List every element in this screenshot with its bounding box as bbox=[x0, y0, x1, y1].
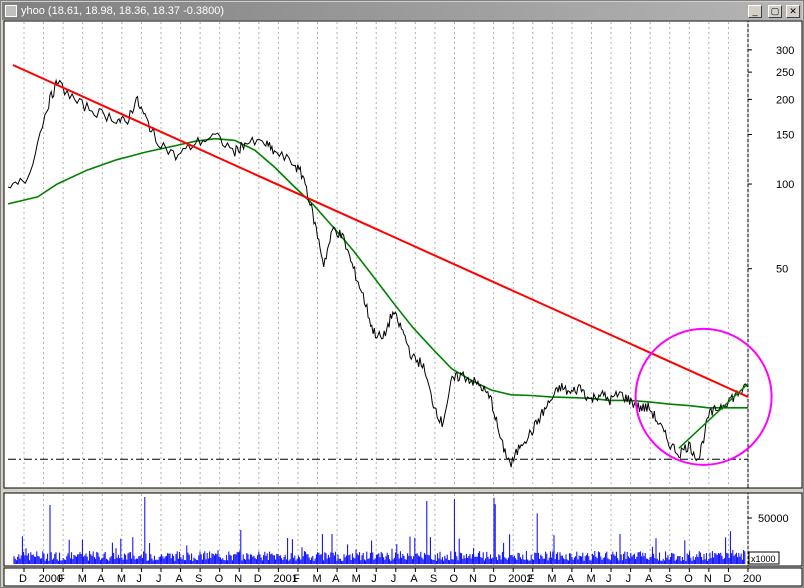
x-tick-label: A bbox=[97, 573, 105, 585]
x-tick-label: 2002 bbox=[508, 573, 532, 585]
x-tick-label: M bbox=[547, 573, 556, 585]
x-tick-label: N bbox=[234, 573, 242, 585]
x-tick-label: N bbox=[704, 573, 712, 585]
x-tick-label: S bbox=[665, 573, 672, 585]
x-tick-label: A bbox=[645, 573, 653, 585]
x-tick-label: D bbox=[254, 573, 262, 585]
x-tick-label: M bbox=[78, 573, 87, 585]
downtrend-line bbox=[12, 64, 749, 398]
y-tick-label: 300 bbox=[776, 45, 794, 57]
x-tick-label: D bbox=[723, 573, 731, 585]
x-tick-label: M bbox=[313, 573, 322, 585]
x-tick-label: O bbox=[215, 573, 224, 585]
y-tick-label: 250 bbox=[776, 67, 794, 79]
x-tick-label: F bbox=[293, 573, 300, 585]
y-tick-label: 50 bbox=[776, 264, 788, 276]
x-tick-label: N bbox=[469, 573, 477, 585]
x-tick-label: J bbox=[626, 573, 632, 585]
x-tick-label: F bbox=[58, 573, 65, 585]
x-tick-label: M bbox=[117, 573, 126, 585]
window-title: yhoo (18.61, 18.98, 18.36, 18.37 -0.3800… bbox=[21, 5, 225, 17]
x-tick-label: J bbox=[391, 573, 397, 585]
x-tick-label: F bbox=[528, 573, 535, 585]
multiplier-label: x1000 bbox=[751, 554, 776, 564]
x-tick-label: O bbox=[684, 573, 693, 585]
x-tick-label: J bbox=[136, 573, 142, 585]
x-tick-label: S bbox=[430, 573, 437, 585]
x-tick-label: A bbox=[332, 573, 340, 585]
x-tick-label: J bbox=[371, 573, 377, 585]
x-tick-label: 200 bbox=[743, 573, 761, 585]
x-tick-label: D bbox=[19, 573, 27, 585]
x-tick-label: D bbox=[489, 573, 497, 585]
x-tick-label: M bbox=[586, 573, 595, 585]
x-tick-label: A bbox=[410, 573, 418, 585]
y-tick-label: 100 bbox=[776, 179, 794, 191]
x-tick-label: J bbox=[156, 573, 162, 585]
y-tick-label: 150 bbox=[776, 130, 794, 142]
x-tick-label: 2001 bbox=[273, 573, 297, 585]
price-line bbox=[7, 78, 749, 468]
x-tick-label: S bbox=[195, 573, 202, 585]
window-icon[interactable] bbox=[5, 5, 17, 17]
close-button[interactable]: ✕ bbox=[786, 5, 800, 18]
x-tick-label: O bbox=[449, 573, 458, 585]
price-axis-panel bbox=[747, 20, 803, 489]
x-tick-label: M bbox=[352, 573, 361, 585]
y-tick-label: 200 bbox=[776, 94, 794, 106]
multiplier-box bbox=[748, 551, 780, 565]
highlight-circle bbox=[634, 327, 773, 466]
uptrend-line bbox=[678, 383, 749, 449]
date-axis-panel bbox=[3, 567, 803, 587]
minimize-button[interactable]: _ bbox=[748, 5, 762, 18]
volume-tick-label: 50000 bbox=[758, 513, 789, 525]
x-tick-label: J bbox=[606, 573, 612, 585]
maximize-button[interactable]: ▢ bbox=[768, 5, 782, 18]
moving-average-line bbox=[7, 137, 748, 409]
x-tick-label: A bbox=[176, 573, 184, 585]
x-tick-label: 2000 bbox=[39, 573, 63, 585]
title-bar[interactable]: yhoo (18.61, 18.98, 18.36, 18.37 -0.3800… bbox=[2, 2, 802, 20]
x-tick-label: A bbox=[567, 573, 575, 585]
